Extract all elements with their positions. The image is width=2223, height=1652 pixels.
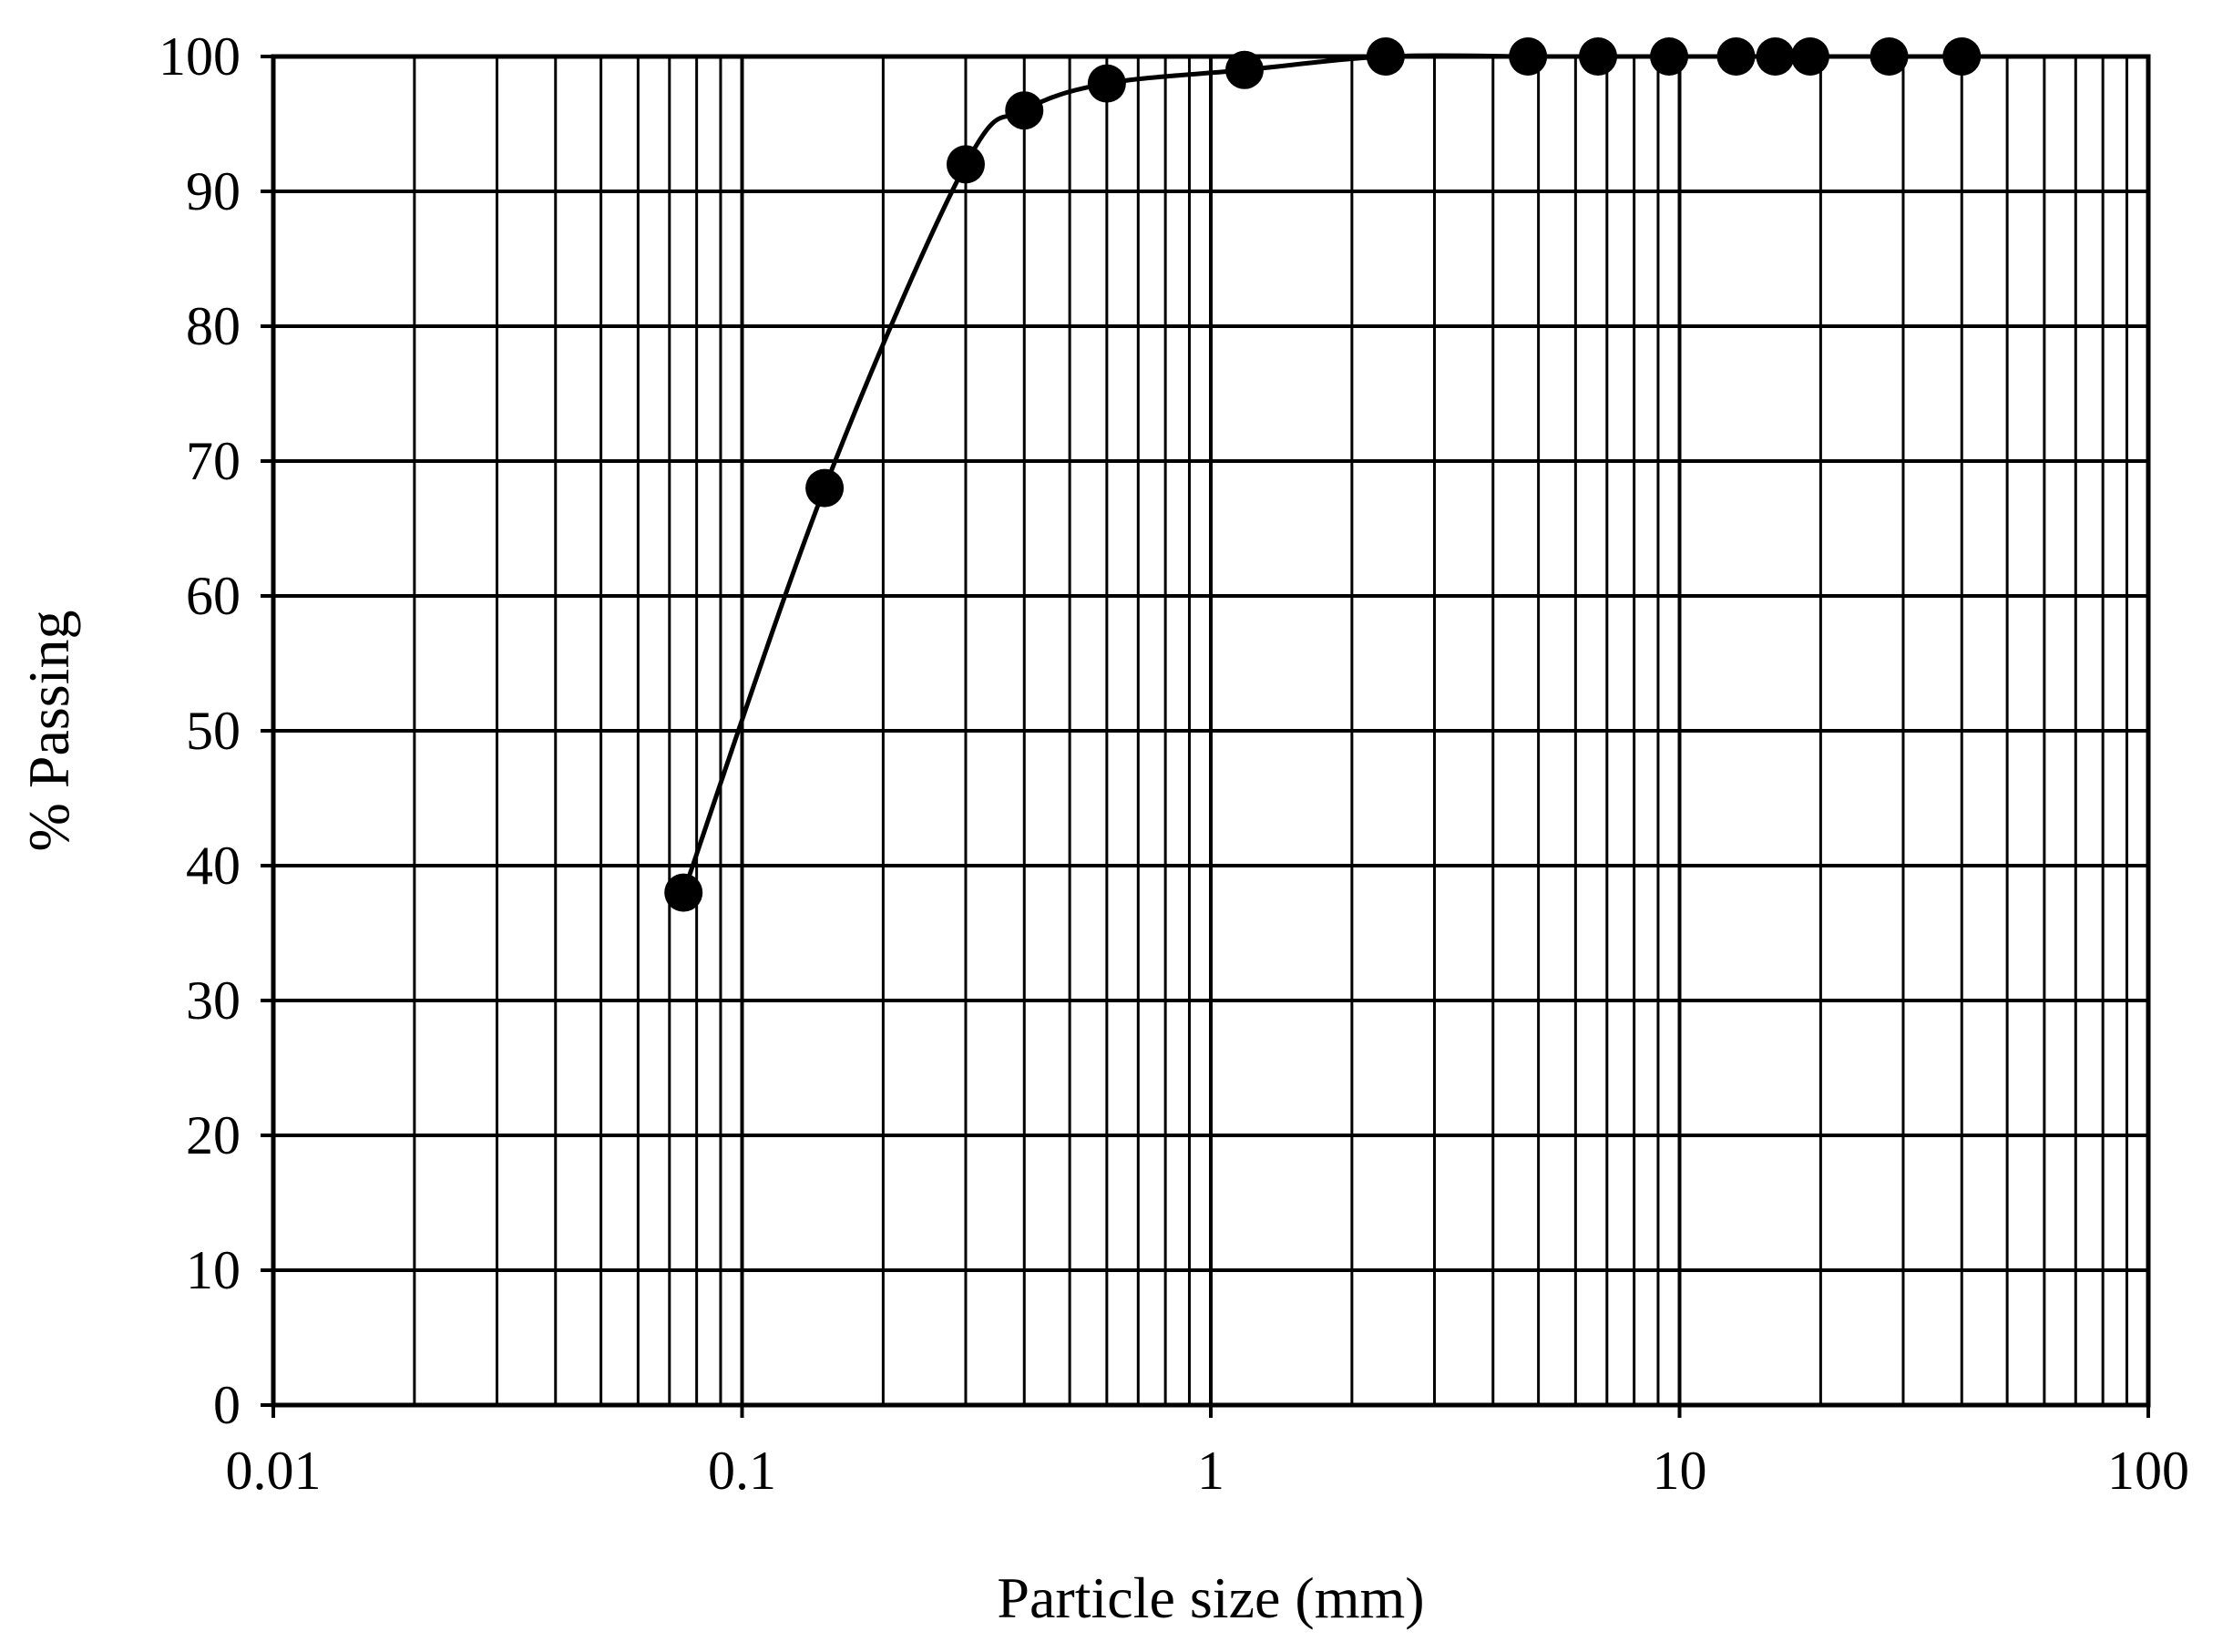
data-point (1087, 64, 1126, 103)
data-point (1509, 37, 1548, 76)
y-tick-label: 100 (159, 26, 241, 87)
data-point (1579, 37, 1618, 76)
y-tick-label: 80 (186, 296, 241, 356)
y-tick-label: 20 (186, 1105, 241, 1165)
data-point (1756, 37, 1795, 76)
y-tick-label: 40 (186, 836, 241, 896)
x-tick-label: 0.01 (226, 1441, 322, 1501)
y-axis-label: % Passing (16, 611, 81, 852)
x-tick-label: 1 (1197, 1441, 1224, 1501)
data-point (946, 145, 985, 184)
y-tick-label: 10 (186, 1240, 241, 1300)
data-point (1942, 37, 1982, 76)
y-tick-label: 90 (186, 161, 241, 221)
data-point (1005, 91, 1044, 130)
data-point (805, 468, 845, 508)
data-point (1224, 50, 1264, 89)
plot-frame (261, 54, 2151, 1418)
x-tick-label: 10 (1653, 1441, 1707, 1501)
y-tick-label: 50 (186, 701, 241, 761)
x-axis-label: Particle size (mm) (997, 1565, 1424, 1630)
grid (273, 55, 2148, 1407)
data-point (1790, 37, 1829, 76)
y-tick-label: 30 (186, 970, 241, 1031)
y-tick-label: 60 (186, 566, 241, 626)
series-line (681, 53, 1962, 894)
x-tick-label: 100 (2107, 1441, 2189, 1501)
x-tick-labels: 0.01 0.1 1 10 100 (226, 1441, 2190, 1501)
data-point (1870, 37, 1909, 76)
data-point (664, 873, 703, 912)
curve-layer (681, 53, 1962, 894)
data-point (1650, 37, 1689, 76)
y-tick-label: 70 (186, 431, 241, 491)
data-point (1716, 37, 1756, 76)
x-tick-label: 0.1 (708, 1441, 776, 1501)
marker-layer (664, 37, 1982, 912)
data-point (1366, 37, 1405, 76)
y-tick-label: 0 (213, 1375, 241, 1435)
y-tick-labels: 0 10 20 30 40 50 60 70 80 90 100 (159, 26, 241, 1435)
